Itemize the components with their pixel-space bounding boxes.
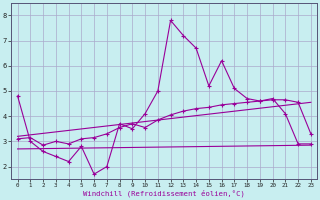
X-axis label: Windchill (Refroidissement éolien,°C): Windchill (Refroidissement éolien,°C): [83, 190, 245, 197]
